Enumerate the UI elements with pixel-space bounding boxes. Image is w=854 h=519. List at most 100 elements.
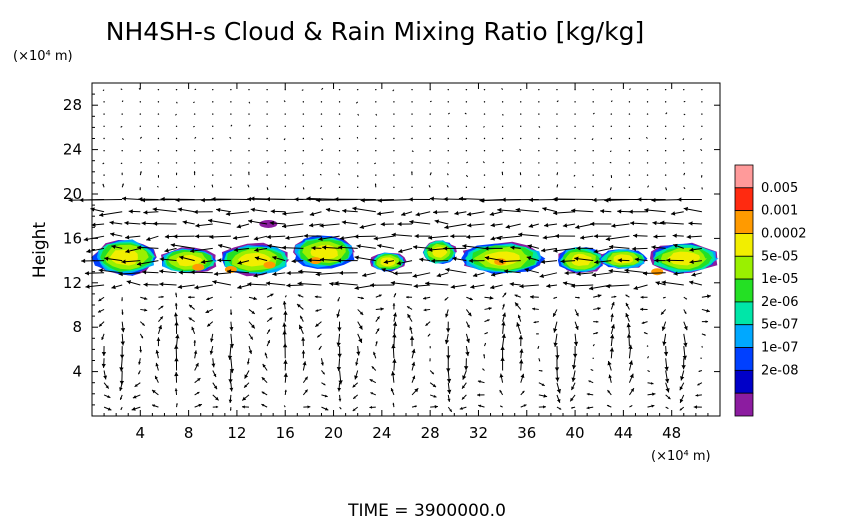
wind-vector	[373, 351, 377, 359]
wind-vector	[447, 112, 450, 115]
vector-dot	[230, 150, 232, 152]
wind-vector	[490, 272, 503, 277]
vector-dot	[139, 150, 142, 152]
wind-vector	[501, 88, 504, 90]
wind-vector	[321, 406, 329, 411]
vector-dot	[520, 162, 522, 164]
vector-dot	[103, 174, 105, 176]
wind-vector	[142, 269, 159, 275]
wind-vector	[303, 233, 322, 239]
wind-vector	[325, 207, 340, 213]
wind-vector	[490, 222, 503, 228]
colorbar-swatch	[734, 255, 754, 280]
wind-vector	[571, 370, 576, 382]
wind-vector	[134, 382, 141, 388]
wind-vector	[553, 247, 576, 253]
vector-dot	[574, 101, 576, 103]
wind-vector	[519, 283, 539, 289]
colorbar-swatch	[734, 164, 754, 189]
wind-vector	[243, 382, 250, 388]
wind-vector	[586, 392, 594, 396]
wind-vector	[665, 187, 668, 191]
wind-vector	[647, 356, 649, 359]
wind-vector	[592, 343, 595, 347]
wind-vector	[593, 247, 612, 254]
vector-dot	[465, 125, 468, 127]
vector-dot	[628, 137, 631, 140]
vector-dot	[646, 345, 649, 347]
wind-vector	[230, 124, 233, 127]
wind-vector	[321, 87, 324, 91]
wind-vector	[336, 258, 358, 263]
vector-dot	[212, 101, 214, 103]
wind-vector	[429, 172, 432, 176]
vector-dot	[628, 174, 631, 176]
vector-dot	[230, 186, 232, 189]
wind-vector	[119, 358, 124, 372]
vector-dot	[646, 125, 649, 127]
wind-vector	[414, 233, 431, 239]
wind-vector	[375, 341, 378, 347]
wind-vector	[647, 370, 650, 373]
wind-vector	[131, 406, 141, 411]
x-tick-label: 32	[469, 424, 488, 442]
vector-dot	[664, 162, 667, 164]
wind-vector	[321, 138, 324, 140]
wind-vector	[633, 284, 648, 290]
wind-vector	[422, 296, 431, 300]
wind-vector	[375, 328, 380, 335]
wind-vector	[261, 391, 268, 396]
vector-dot	[483, 174, 486, 176]
wind-vector	[285, 235, 304, 241]
vector-dot	[701, 162, 703, 164]
wind-vector	[119, 370, 125, 385]
wind-vector	[261, 376, 268, 384]
wind-vector	[338, 370, 343, 385]
wind-vector	[120, 321, 126, 333]
wind-vector	[520, 185, 522, 188]
wind-vector	[691, 272, 703, 277]
wind-vector	[247, 219, 268, 225]
vector-dot	[538, 174, 540, 176]
vector-dot	[574, 88, 576, 91]
vector-dot	[683, 88, 685, 91]
wind-vector	[553, 333, 558, 347]
wind-vector	[591, 272, 612, 277]
wind-vector	[321, 394, 328, 398]
wind-vector	[190, 270, 213, 275]
wind-vector	[84, 271, 105, 276]
wind-vector	[654, 258, 666, 263]
wind-vector	[536, 333, 539, 335]
wind-vector	[103, 406, 112, 411]
cloud-peak	[192, 263, 205, 271]
wind-vector	[369, 378, 377, 384]
wind-vector	[683, 321, 688, 331]
wind-vector	[139, 346, 143, 353]
wind-vector	[152, 207, 177, 213]
wind-vector	[519, 348, 524, 359]
vector-dot	[212, 137, 214, 140]
wind-vector	[321, 370, 326, 375]
wind-vector	[701, 320, 709, 324]
wind-vector	[177, 207, 195, 213]
vector-dot	[121, 150, 123, 152]
wind-vector	[465, 321, 470, 329]
vector-dot	[393, 125, 395, 127]
wind-vector	[517, 314, 522, 322]
wind-vector	[429, 394, 437, 398]
vector-dot	[103, 113, 105, 115]
wind-vector	[354, 370, 359, 380]
wind-vector	[284, 295, 287, 298]
wind-vector	[283, 138, 286, 141]
wind-vector	[411, 375, 416, 383]
colorbar-swatch	[734, 278, 754, 303]
wind-vector	[342, 208, 358, 214]
wind-vector	[194, 136, 197, 139]
wind-vector	[683, 172, 686, 176]
wind-vector	[641, 321, 648, 324]
wind-vector	[445, 309, 449, 318]
vector-dot	[574, 125, 576, 127]
vector-dot	[465, 137, 468, 140]
vector-dot	[157, 150, 160, 152]
wind-vector	[518, 232, 539, 237]
